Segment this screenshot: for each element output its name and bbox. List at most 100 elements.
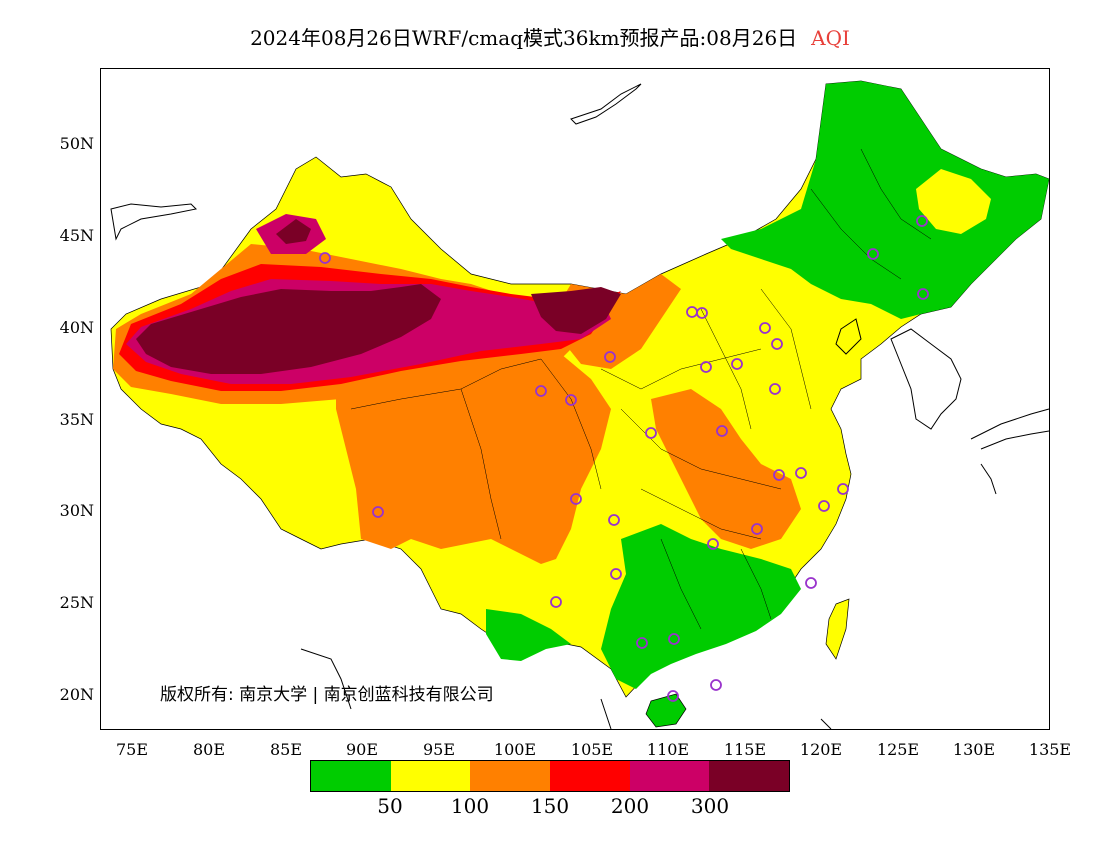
- station-marker-icon: [795, 467, 807, 479]
- lat-label: 20N: [59, 685, 94, 704]
- border-line: [600, 348, 762, 390]
- map-title: 2024年08月26日WRF/cmaq模式36km预报产品:08月26日 AQI: [0, 22, 1100, 51]
- lon-label: 90E: [345, 740, 379, 759]
- station-marker-icon: [535, 385, 547, 397]
- station-markers: [319, 215, 929, 702]
- lon-label: 120E: [799, 740, 843, 759]
- station-marker-icon: [372, 506, 384, 518]
- station-marker-icon: [916, 215, 928, 227]
- station-marker-icon: [837, 483, 849, 495]
- border-line: [660, 538, 702, 630]
- coast-baikal: [570, 83, 642, 125]
- station-marker-icon: [818, 500, 830, 512]
- legend-label: 150: [530, 794, 570, 818]
- lon-label: 115E: [723, 740, 767, 759]
- dzungaria-maroon: [276, 219, 311, 244]
- lon-label: 130E: [952, 740, 996, 759]
- border-line: [810, 188, 902, 280]
- border-line: [460, 388, 502, 540]
- station-marker-icon: [917, 288, 929, 300]
- lat-label: 40N: [59, 318, 94, 337]
- lat-label: 30N: [59, 501, 94, 520]
- lon-label: 100E: [493, 740, 537, 759]
- title-variable: AQI: [811, 26, 850, 50]
- station-marker-icon: [707, 538, 719, 550]
- station-marker-icon: [645, 427, 657, 439]
- lat-label: 25N: [59, 593, 94, 612]
- taiwan-island: [825, 598, 850, 660]
- color-legend: [310, 760, 790, 792]
- coast-bohai: [835, 318, 862, 355]
- border-line: [540, 358, 602, 490]
- border-line: [860, 148, 932, 240]
- legend-label: 50: [377, 794, 403, 818]
- station-marker-icon: [319, 252, 331, 264]
- station-marker-icon: [710, 679, 722, 691]
- station-marker-icon: [759, 322, 771, 334]
- coast-japan: [970, 408, 1050, 495]
- station-marker-icon: [550, 596, 562, 608]
- station-marker-icon: [696, 307, 708, 319]
- lat-label: 35N: [59, 410, 94, 429]
- station-marker-icon: [700, 361, 712, 373]
- station-marker-icon: [604, 351, 616, 363]
- copyright-text: 版权所有: 南京大学 | 南京创蓝科技有限公司: [160, 685, 494, 705]
- lon-label: 95E: [422, 740, 456, 759]
- lat-label: 45N: [59, 226, 94, 245]
- southwest-green-edge: [486, 609, 571, 661]
- east-orange-zone: [651, 389, 801, 549]
- northeast-yellow-patch: [916, 169, 991, 234]
- maroon-core: [136, 284, 441, 374]
- province-borders: [350, 148, 932, 630]
- legend-swatch: [390, 761, 471, 791]
- lon-label: 125E: [876, 740, 920, 759]
- border-line: [700, 308, 752, 430]
- lon-label: 75E: [115, 740, 149, 759]
- south-green-zone: [601, 524, 801, 689]
- lon-label: 85E: [269, 740, 303, 759]
- legend-swatch: [629, 761, 710, 791]
- border-line: [740, 548, 772, 620]
- station-marker-icon: [716, 425, 728, 437]
- aqi-map: [110, 80, 1050, 730]
- legend-swatch: [709, 761, 790, 791]
- coast-korea-japan: [890, 328, 962, 430]
- central-orange-zone: [336, 331, 611, 564]
- border-line: [640, 488, 762, 540]
- border-line: [620, 408, 782, 490]
- map-frame: [100, 68, 1050, 730]
- station-marker-icon: [769, 383, 781, 395]
- lon-label: 105E: [570, 740, 614, 759]
- legend-label: 200: [610, 794, 650, 818]
- station-marker-icon: [570, 493, 582, 505]
- station-marker-icon: [751, 523, 763, 535]
- legend-label: 100: [450, 794, 490, 818]
- legend-swatch: [470, 761, 551, 791]
- maroon-east: [531, 287, 621, 334]
- china-region-base: [110, 80, 1050, 698]
- lon-label: 80E: [192, 740, 226, 759]
- coastlines: [110, 83, 1050, 730]
- station-marker-icon: [867, 248, 879, 260]
- lat-label: 50N: [59, 134, 94, 153]
- northeast-green-zone: [721, 81, 1049, 319]
- legend-label: 300: [690, 794, 730, 818]
- station-marker-icon: [667, 690, 679, 702]
- station-marker-icon: [636, 637, 648, 649]
- station-marker-icon: [668, 633, 680, 645]
- station-marker-icon: [771, 338, 783, 350]
- coast-lake-balkhash: [110, 203, 198, 241]
- station-marker-icon: [773, 469, 785, 481]
- title-main: 2024年08月26日WRF/cmaq模式36km预报产品:08月26日: [250, 26, 798, 50]
- hainan-island: [645, 693, 687, 728]
- lon-label: 135E: [1028, 740, 1072, 759]
- border-line: [760, 288, 812, 410]
- station-marker-icon: [608, 514, 620, 526]
- station-marker-icon: [805, 577, 817, 589]
- station-marker-icon: [565, 394, 577, 406]
- station-marker-icon: [610, 568, 622, 580]
- legend-swatch: [311, 761, 391, 791]
- lon-label: 110E: [646, 740, 690, 759]
- coast-southeast-asia: [300, 648, 832, 730]
- station-marker-icon: [731, 358, 743, 370]
